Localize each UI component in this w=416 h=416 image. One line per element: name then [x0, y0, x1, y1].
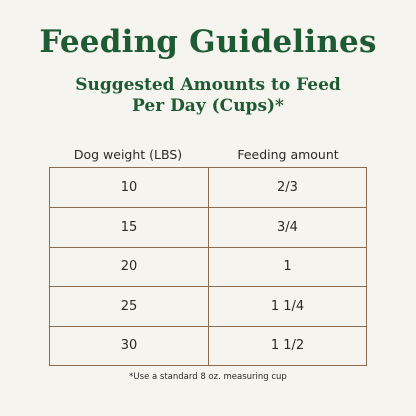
- weight-cell: 30: [120, 338, 138, 354]
- table-row: 15 3/4: [50, 207, 366, 247]
- weight-cell: 10: [120, 180, 138, 196]
- page-subtitle: Suggested Amounts to Feed Per Day (Cups)…: [0, 75, 416, 117]
- column-divider: [208, 168, 209, 208]
- table-row: 25 1 1/4: [50, 286, 366, 326]
- column-header-dog-weight: Dog weight (LBS): [73, 147, 183, 162]
- weight-cell: 20: [120, 259, 138, 275]
- weight-cell: 25: [120, 298, 138, 314]
- subtitle-line-2: Per Day (Cups)*: [132, 96, 284, 116]
- weight-cell: 15: [120, 220, 138, 236]
- column-divider: [208, 247, 209, 287]
- page-title: Feeding Guidelines: [39, 24, 377, 60]
- amount-cell: 1: [283, 259, 292, 275]
- amount-cell: 1 1/4: [270, 298, 305, 314]
- feeding-table: 10 2/3 15 3/4 20 1 25 1 1/4 30 1 1/2: [49, 167, 367, 366]
- column-divider: [208, 287, 209, 326]
- amount-cell: 2/3: [277, 180, 298, 196]
- column-header-feeding-amount: Feeding amount: [237, 147, 339, 162]
- amount-cell: 3/4: [277, 220, 298, 236]
- table-row: 20 1: [50, 246, 366, 287]
- column-divider: [208, 208, 209, 247]
- table-row: 10 2/3: [50, 168, 366, 208]
- subtitle-line-1: Suggested Amounts to Feed: [75, 75, 341, 95]
- column-divider: [208, 326, 209, 365]
- table-row: 30 1 1/2: [50, 325, 366, 365]
- amount-cell: 1 1/2: [270, 338, 305, 354]
- footnote: *Use a standard 8 oz. measuring cup: [129, 372, 287, 382]
